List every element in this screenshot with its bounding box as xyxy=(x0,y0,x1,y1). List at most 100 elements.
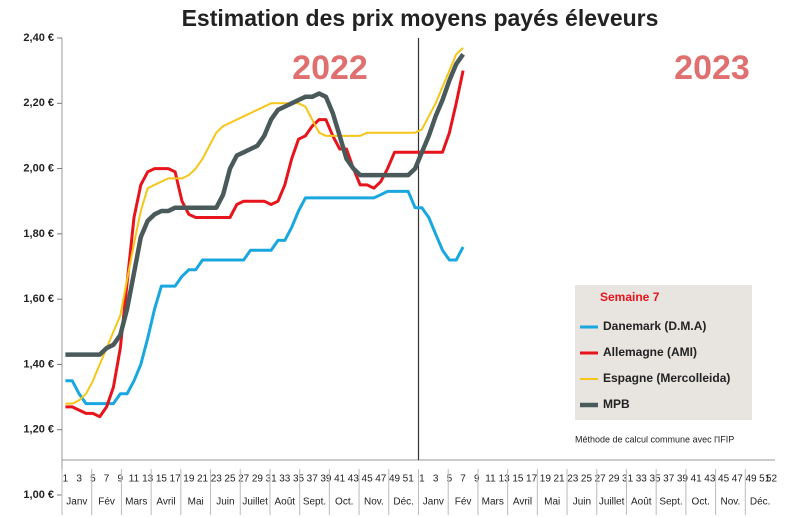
x-tick-label: 47 xyxy=(732,474,744,485)
x-tick-label: 37 xyxy=(663,474,675,485)
month-label: Nov. xyxy=(364,497,384,508)
x-tick-label: 35 xyxy=(649,474,661,485)
month-label: Juillet xyxy=(242,497,268,508)
x-tick-label: 52 xyxy=(766,474,778,485)
month-label: Sept. xyxy=(659,497,682,508)
year-label: 2023 xyxy=(674,49,750,87)
x-tick-label: 17 xyxy=(526,474,538,485)
x-tick-label: 31 xyxy=(266,474,278,485)
x-tick-label: 15 xyxy=(512,474,524,485)
x-tick-label: 49 xyxy=(389,474,401,485)
x-tick-label: 35 xyxy=(293,474,305,485)
month-label: Août xyxy=(275,497,296,508)
month-label: Mars xyxy=(482,497,504,508)
x-tick-label: 7 xyxy=(104,474,110,485)
legend-label: MPB xyxy=(603,397,630,411)
x-tick-label: 25 xyxy=(581,474,593,485)
month-label: Oct. xyxy=(692,497,710,508)
x-tick-label: 9 xyxy=(117,474,123,485)
x-tick-label: 37 xyxy=(307,474,319,485)
x-tick-label: 31 xyxy=(622,474,634,485)
month-label: Déc. xyxy=(393,497,414,508)
x-tick-label: 5 xyxy=(90,474,96,485)
month-label: Oct. xyxy=(335,497,353,508)
x-tick-label: 23 xyxy=(211,474,223,485)
x-tick-label: 51 xyxy=(759,474,771,485)
x-tick-label: 15 xyxy=(156,474,168,485)
y-tick-label: 1,80 € xyxy=(23,228,54,240)
month-label: Avril xyxy=(156,497,175,508)
x-tick-label: 45 xyxy=(362,474,374,485)
month-label: Août xyxy=(631,497,652,508)
series-line xyxy=(65,53,465,357)
series-line xyxy=(65,47,464,405)
x-tick-label: 21 xyxy=(553,474,565,485)
x-tick-label: 1 xyxy=(419,474,425,485)
month-label: Juin xyxy=(573,497,591,508)
x-tick-label: 43 xyxy=(348,474,360,485)
legend-label: Espagne (Mercolleida) xyxy=(603,371,730,385)
month-label: Janv xyxy=(66,497,87,508)
y-tick-label: 1,60 € xyxy=(23,293,54,305)
month-label: Mars xyxy=(125,497,147,508)
x-tick-label: 9 xyxy=(474,474,480,485)
x-tick-label: 45 xyxy=(718,474,730,485)
x-tick-label: 11 xyxy=(485,474,496,485)
y-tick-label: 1,00 € xyxy=(23,489,54,501)
series-line xyxy=(65,189,465,406)
x-tick-label: 47 xyxy=(375,474,387,485)
x-tick-label: 3 xyxy=(76,474,82,485)
x-tick-label: 3 xyxy=(433,474,439,485)
series-line xyxy=(65,70,465,419)
x-tick-label: 19 xyxy=(183,474,195,485)
month-label: Sept. xyxy=(303,497,326,508)
x-tick-label: 39 xyxy=(320,474,332,485)
year-label: 2022 xyxy=(292,49,368,87)
chart-title: Estimation des prix moyens payés éleveur… xyxy=(182,5,659,31)
x-tick-label: 29 xyxy=(608,474,620,485)
x-tick-label: 43 xyxy=(704,474,716,485)
legend-title: Semaine 7 xyxy=(600,290,660,304)
x-tick-label: 11 xyxy=(129,474,140,485)
x-tick-label: 41 xyxy=(691,474,703,485)
x-tick-label: 21 xyxy=(197,474,209,485)
note: Méthode de calcul commune avec l'IFIP xyxy=(575,434,734,444)
x-tick-label: 5 xyxy=(447,474,453,485)
x-tick-label: 19 xyxy=(540,474,552,485)
x-tick-label: 27 xyxy=(238,474,250,485)
month-label: Mai xyxy=(544,497,560,508)
x-tick-label: 41 xyxy=(334,474,346,485)
y-tick-label: 2,00 € xyxy=(23,162,54,174)
month-label: Janv xyxy=(423,497,444,508)
x-tick-label: 33 xyxy=(279,474,291,485)
x-tick-label: 13 xyxy=(499,474,511,485)
y-tick-label: 2,40 € xyxy=(23,32,54,44)
month-label: Juillet xyxy=(599,497,625,508)
month-label: Déc. xyxy=(750,497,771,508)
x-tick-label: 51 xyxy=(403,474,415,485)
x-tick-label: 27 xyxy=(595,474,607,485)
x-tick-label: 17 xyxy=(170,474,182,485)
x-tick-label: 33 xyxy=(636,474,648,485)
x-tick-label: 7 xyxy=(460,474,466,485)
month-label: Avril xyxy=(513,497,532,508)
month-label: Fév xyxy=(98,497,115,508)
x-tick-label: 39 xyxy=(677,474,689,485)
x-tick-label: 23 xyxy=(567,474,579,485)
y-tick-label: 2,20 € xyxy=(23,97,54,109)
legend-label: Allemagne (AMI) xyxy=(603,345,697,359)
x-tick-label: 25 xyxy=(224,474,236,485)
y-tick-label: 1,20 € xyxy=(23,424,54,436)
month-label: Juin xyxy=(216,497,234,508)
x-tick-label: 49 xyxy=(745,474,757,485)
month-label: Fév xyxy=(455,497,472,508)
month-label: Nov. xyxy=(721,497,741,508)
x-tick-label: 1 xyxy=(63,474,69,485)
x-tick-label: 13 xyxy=(142,474,154,485)
legend-label: Danemark (D.M.A) xyxy=(603,319,706,333)
x-tick-label: 29 xyxy=(252,474,264,485)
legend-box xyxy=(575,285,752,420)
y-tick-label: 1,40 € xyxy=(23,358,54,370)
month-label: Mai xyxy=(188,497,204,508)
